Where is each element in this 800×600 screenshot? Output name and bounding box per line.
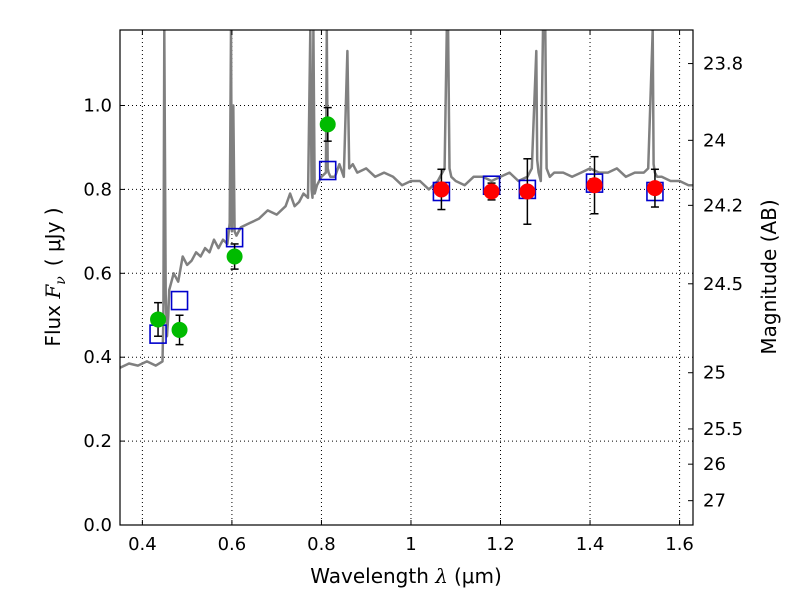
x-tick-label: 1 [405,534,416,555]
y-tick-label: 0.4 [83,347,112,368]
y2-tick-label: 25.5 [703,419,743,440]
y-tick-label: 1.0 [83,96,112,117]
tick-layer: 0.4 0.6 0.8 1 1.2 1.4 1.6 0.0 0.2 0.4 0.6 0.8 1.0 23.… [83,30,743,555]
x-tick-label: 1.4 [576,534,605,555]
y2-tick-label: 25 [703,363,726,384]
nir-data-point [433,181,450,198]
data-points-layer [149,106,664,346]
y2-tick-label: 23.8 [703,54,743,75]
model-spectrum-layer [120,30,693,369]
y2-tick-label: 24 [703,130,726,151]
optical-data-point [150,311,167,328]
nir-data-point [519,183,536,200]
y-tick-label: 0.0 [83,515,112,536]
model-photometry-square [170,290,189,311]
grid [120,30,693,526]
x-tick-label: 0.6 [218,534,247,555]
nir-data-point [646,180,663,197]
optical-data-point [319,116,336,133]
x-tick-label: 1.2 [486,534,515,555]
y2-tick-label: 27 [703,491,726,512]
y-tick-label: 0.6 [83,263,112,284]
optical-data-point [226,248,243,265]
y2-tick-label: 24.2 [703,195,743,216]
model-spectrum-line [120,30,693,369]
x-tick-label: 0.4 [128,534,157,555]
y2-axis-title: Magnitude (AB) [757,199,781,354]
y-tick-label: 0.8 [83,179,112,200]
nir-data-point [586,177,603,194]
y-axis-title: Flux Fν( μJy ) [41,207,69,346]
plot-frame [119,29,694,526]
x-tick-label: 0.8 [307,534,336,555]
model-photometry-square [318,160,337,181]
nir-data-point [483,183,500,200]
y2-tick-label: 24.5 [703,274,743,295]
x-axis-title: Wavelength λ (μm) [310,564,502,588]
y-tick-label: 0.2 [83,431,112,452]
optical-data-point [171,321,188,338]
x-tick-label: 1.6 [665,534,694,555]
y2-tick-label: 26 [703,454,726,475]
